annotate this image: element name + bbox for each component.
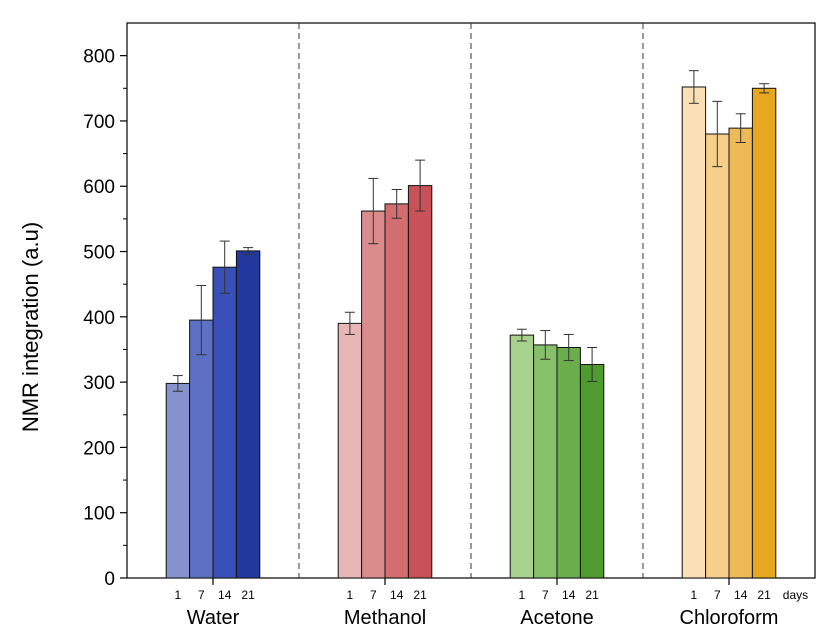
y-tick-label: 300 — [83, 373, 115, 394]
bar — [579, 363, 605, 579]
y-axis: 0 100 200 300 400 500 600 700 800 — [83, 47, 127, 590]
bar — [407, 185, 433, 579]
day-tick-label: 7 — [542, 588, 549, 602]
day-tick-label: 14 — [390, 588, 404, 602]
y-tick-label: 100 — [83, 504, 115, 525]
day-tick-label: 21 — [241, 588, 255, 602]
y-tick-label: 500 — [83, 243, 115, 264]
bar — [681, 86, 707, 579]
group-label: Methanol — [344, 607, 426, 629]
bar — [189, 319, 214, 579]
y-axis-label: NMR integration (a.u) — [18, 222, 43, 432]
bar — [509, 334, 535, 579]
day-tick-label: 21 — [757, 588, 771, 602]
y-tick-label: 700 — [83, 112, 115, 133]
day-tick-label: 1 — [347, 588, 354, 602]
group-separators — [298, 23, 644, 578]
y-tick-label: 200 — [83, 438, 115, 459]
error-bars — [172, 70, 770, 392]
day-tick-label: 1 — [519, 588, 526, 602]
bar — [533, 344, 558, 579]
day-tick-label: 14 — [218, 588, 232, 602]
bar — [751, 87, 777, 579]
y-tick-label: 0 — [104, 569, 115, 590]
y-tick-label: 600 — [83, 177, 115, 198]
bar — [337, 322, 363, 579]
day-tick-label: 14 — [734, 588, 748, 602]
bar — [361, 210, 386, 579]
day-tick-label: 21 — [413, 588, 427, 602]
day-tick-label: 1 — [691, 588, 698, 602]
day-tick-label: 14 — [562, 588, 576, 602]
y-tick-label: 800 — [83, 47, 115, 68]
y-tick-label: 400 — [83, 308, 115, 329]
bar — [165, 382, 191, 579]
group-label: Acetone — [520, 607, 593, 629]
bar — [728, 127, 753, 579]
day-tick-label: 7 — [370, 588, 377, 602]
days-unit-label: days — [783, 588, 808, 602]
bar — [235, 250, 261, 579]
group-label: Chloroform — [680, 607, 779, 629]
day-tick-label: 7 — [714, 588, 721, 602]
group-label: Water — [187, 607, 240, 629]
day-tick-label: 7 — [198, 588, 205, 602]
bar — [556, 347, 581, 579]
day-tick-label: 1 — [175, 588, 182, 602]
bar — [705, 133, 730, 579]
bar — [212, 266, 237, 579]
day-tick-label: 21 — [585, 588, 599, 602]
bar — [384, 203, 409, 579]
